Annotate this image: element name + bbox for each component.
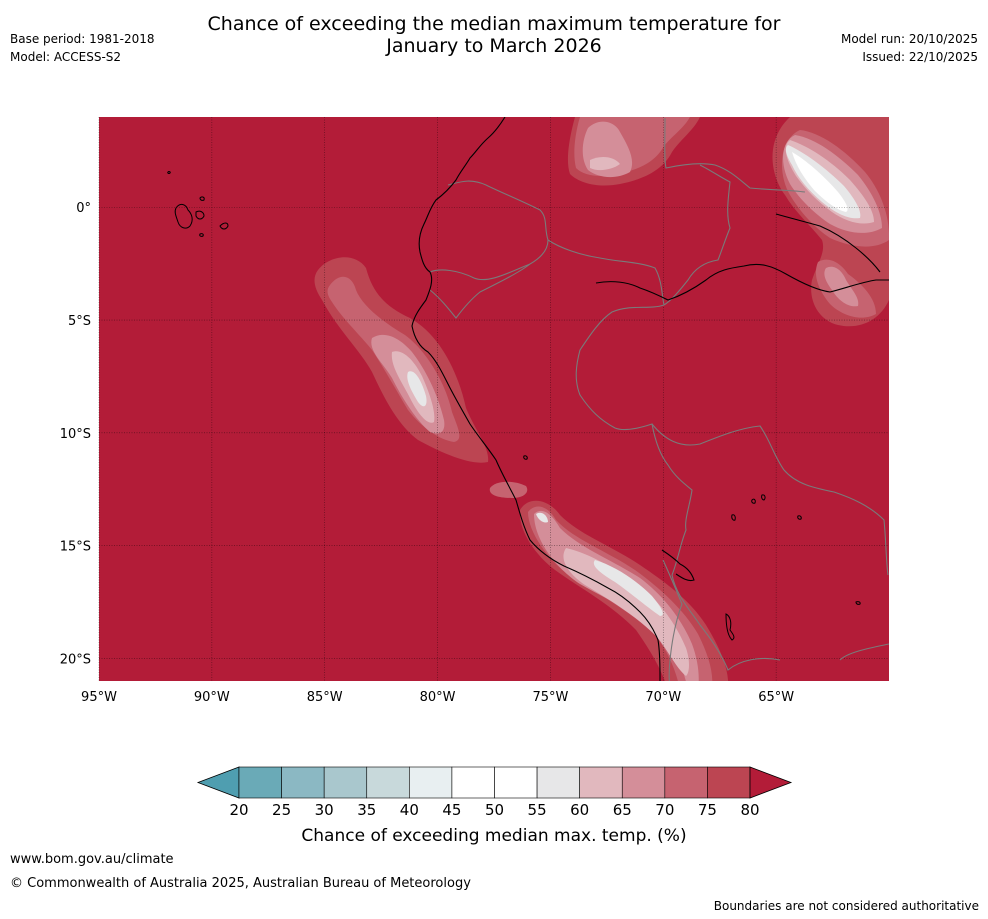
footer-url[interactable]: www.bom.gov.au/climate	[10, 852, 174, 867]
colorbar-segment	[409, 766, 453, 799]
colorbar-segment	[494, 766, 538, 799]
colorbar-segments	[196, 766, 793, 799]
colorbar-tick-label: 80	[740, 801, 759, 819]
colorbar-tick-labels: 20 25 30 35 40 45 50 55 60 65 70 75 80	[229, 801, 759, 819]
meta-right: Model run: 20/10/2025 Issued: 22/10/2025	[841, 30, 978, 66]
galapagos-islands	[167, 171, 229, 237]
colorbar-segment	[451, 766, 495, 799]
lon-tick-label: 80°W	[420, 690, 456, 705]
colorbar-segment	[281, 766, 325, 799]
colorbar-segment	[238, 766, 282, 799]
model-run: Model run: 20/10/2025	[840, 32, 978, 46]
colorbar-segment	[579, 766, 623, 799]
footer-note: Boundaries are not considered authoritat…	[713, 899, 979, 913]
colorbar-segment	[323, 766, 368, 799]
chart-title: Chance of exceeding the median maximum t…	[0, 13, 988, 57]
title-line-2: January to March 2026	[386, 35, 602, 57]
lat-tick-label: 15°S	[60, 540, 91, 555]
colorbar-segment	[366, 766, 410, 799]
lat-tick-label: 0°	[76, 201, 91, 216]
forecast-map: 0° 5°S 10°S 15°S 20°S 95°W 90°W 85°W 80°W 75°W 70…	[60, 117, 889, 705]
base-period: Base period: 1981-2018	[10, 32, 155, 46]
title-line-1: Chance of exceeding the median maximum t…	[207, 13, 781, 35]
contour-peru-coast	[314, 257, 489, 463]
contour-patch-13s	[489, 481, 528, 498]
map-gridlines	[98, 117, 889, 681]
colorbar-segment	[621, 766, 666, 799]
colorbar-tick-label: 20	[229, 801, 248, 819]
colorbar-tick-label: 40	[400, 801, 419, 819]
colorbar-tick-label: 50	[485, 801, 504, 819]
colorbar-tick-label: 35	[357, 801, 376, 819]
lat-tick-label: 5°S	[68, 314, 91, 329]
contour-north-patch	[567, 117, 700, 186]
lakes	[523, 455, 861, 641]
coastlines	[411, 117, 889, 681]
latitude-tick-labels: 0° 5°S 10°S 15°S 20°S	[60, 201, 91, 667]
colorbar-over-arrow	[749, 766, 793, 799]
lat-tick-label: 10°S	[60, 427, 91, 442]
colorbar-tick-label: 25	[272, 801, 291, 819]
colorbar-under-arrow	[196, 766, 240, 799]
colorbar-tick-label: 45	[442, 801, 461, 819]
colorbar-tick-label: 55	[528, 801, 547, 819]
colorbar-tick-label: 65	[613, 801, 632, 819]
lon-tick-label: 95°W	[81, 690, 117, 705]
map-background	[99, 117, 889, 681]
colorbar-segment	[707, 766, 751, 799]
colorbar-segment	[536, 766, 580, 799]
lon-tick-label: 75°W	[532, 690, 568, 705]
lon-tick-label: 65°W	[758, 690, 794, 705]
colorbar-tick-label: 70	[655, 801, 674, 819]
footer-copyright: © Commonwealth of Australia 2025, Austra…	[10, 876, 471, 891]
lon-tick-label: 90°W	[194, 690, 230, 705]
issued-date: Issued: 22/10/2025	[862, 50, 978, 64]
colorbar-label: Chance of exceeding median max. temp. (%…	[301, 826, 687, 846]
colorbar-tick-label: 60	[570, 801, 589, 819]
colorbar-tick-label: 75	[698, 801, 717, 819]
colorbar-tick-label: 30	[315, 801, 334, 819]
colorbar-segment	[664, 766, 708, 799]
longitude-tick-labels: 95°W 90°W 85°W 80°W 75°W 70°W 65°W	[81, 690, 794, 705]
colorbar: 20 25 30 35 40 45 50 55 60 65 70 75 80	[196, 766, 793, 819]
lon-tick-label: 85°W	[307, 690, 343, 705]
model-name: Model: ACCESS-S2	[10, 50, 122, 64]
lon-tick-label: 70°W	[645, 690, 681, 705]
country-boundaries	[429, 117, 889, 681]
contour-amazon-patch	[772, 117, 889, 327]
lat-tick-label: 20°S	[60, 652, 91, 667]
meta-left: Base period: 1981-2018 Model: ACCESS-S2	[10, 30, 155, 66]
